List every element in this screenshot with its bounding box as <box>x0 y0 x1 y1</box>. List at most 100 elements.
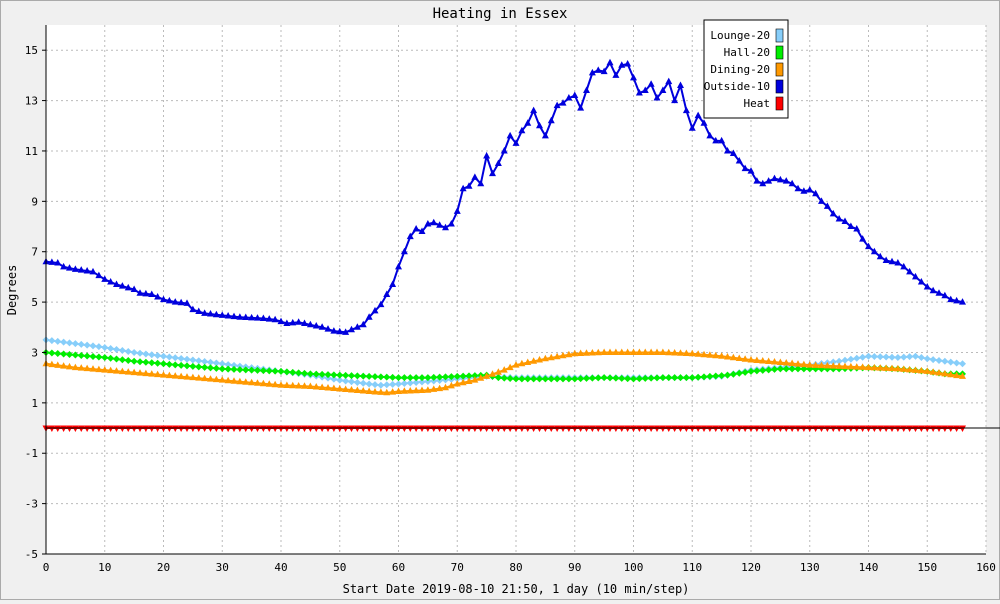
data-point <box>189 356 197 364</box>
data-point <box>489 370 496 377</box>
data-point <box>888 257 896 265</box>
data-point <box>154 293 162 300</box>
data-point <box>588 68 596 76</box>
data-point <box>242 378 250 385</box>
data-point <box>553 425 561 433</box>
data-point <box>841 356 849 364</box>
data-point <box>465 377 473 384</box>
data-point <box>171 298 179 305</box>
y-tick-label: 1 <box>31 397 38 410</box>
data-point <box>412 374 420 382</box>
data-point <box>771 425 778 433</box>
data-point <box>741 355 749 362</box>
data-point <box>729 370 737 378</box>
data-point <box>383 373 391 381</box>
data-point <box>195 374 203 381</box>
data-point <box>412 225 420 232</box>
data-point <box>859 363 867 370</box>
data-point <box>283 368 291 376</box>
data-point <box>365 425 373 433</box>
data-point <box>336 376 344 384</box>
data-point <box>506 425 514 433</box>
data-point <box>113 355 120 363</box>
x-tick-label: 0 <box>43 561 50 574</box>
data-point <box>442 425 449 433</box>
data-point <box>571 425 579 433</box>
data-point <box>218 376 226 383</box>
data-point <box>547 116 555 124</box>
data-point <box>882 364 890 371</box>
data-point <box>371 306 379 314</box>
data-point <box>259 367 267 375</box>
data-point <box>348 372 355 380</box>
data-point <box>236 366 244 374</box>
data-point <box>289 368 297 376</box>
data-point <box>236 362 244 370</box>
data-point <box>71 425 79 433</box>
data-point <box>283 319 291 327</box>
data-point <box>195 307 203 315</box>
data-point <box>207 358 214 366</box>
data-point <box>48 425 56 433</box>
data-point <box>735 425 743 433</box>
data-point <box>870 363 878 371</box>
data-point <box>447 220 455 227</box>
data-point <box>436 425 444 433</box>
data-point <box>183 425 191 433</box>
data-point <box>406 232 414 240</box>
data-point <box>947 358 955 366</box>
data-point <box>841 425 849 433</box>
data-point <box>212 359 220 367</box>
data-point <box>224 425 232 433</box>
data-point <box>336 371 344 379</box>
data-point <box>377 425 385 433</box>
data-point <box>160 425 167 433</box>
data-point <box>424 220 432 227</box>
data-point <box>624 60 632 67</box>
data-point <box>753 177 761 184</box>
data-point <box>506 131 514 139</box>
x-tick-label: 40 <box>274 561 287 574</box>
data-point <box>530 375 538 383</box>
data-point <box>330 327 338 334</box>
data-point <box>935 356 943 364</box>
data-point <box>906 267 914 275</box>
data-point <box>165 360 173 368</box>
data-point <box>389 425 397 433</box>
data-point <box>765 177 773 184</box>
data-point <box>242 313 250 321</box>
data-point <box>671 425 679 433</box>
data-point <box>659 348 667 355</box>
data-point <box>406 374 414 382</box>
data-point <box>471 425 479 433</box>
data-point <box>923 367 931 374</box>
data-point <box>136 369 144 376</box>
data-point <box>794 365 802 373</box>
data-point <box>800 365 808 373</box>
data-point <box>512 361 520 368</box>
data-point <box>870 425 878 433</box>
data-point <box>60 425 68 433</box>
data-point <box>353 425 361 433</box>
data-point <box>865 363 872 371</box>
data-point <box>318 425 326 433</box>
data-point <box>277 425 285 433</box>
x-tick-label: 150 <box>917 561 937 574</box>
data-point <box>236 425 244 433</box>
data-point <box>154 351 162 359</box>
data-point <box>870 353 878 361</box>
data-point <box>259 314 267 321</box>
data-point <box>318 370 326 378</box>
data-point <box>248 313 256 321</box>
data-point <box>377 300 385 308</box>
data-point <box>935 369 943 376</box>
data-point <box>77 351 85 359</box>
data-point <box>318 323 326 330</box>
data-point <box>718 136 726 144</box>
data-point <box>406 425 414 433</box>
data-point <box>776 365 784 373</box>
data-point <box>383 425 391 433</box>
data-point <box>371 381 379 389</box>
data-point <box>177 372 185 380</box>
data-point <box>577 349 585 356</box>
